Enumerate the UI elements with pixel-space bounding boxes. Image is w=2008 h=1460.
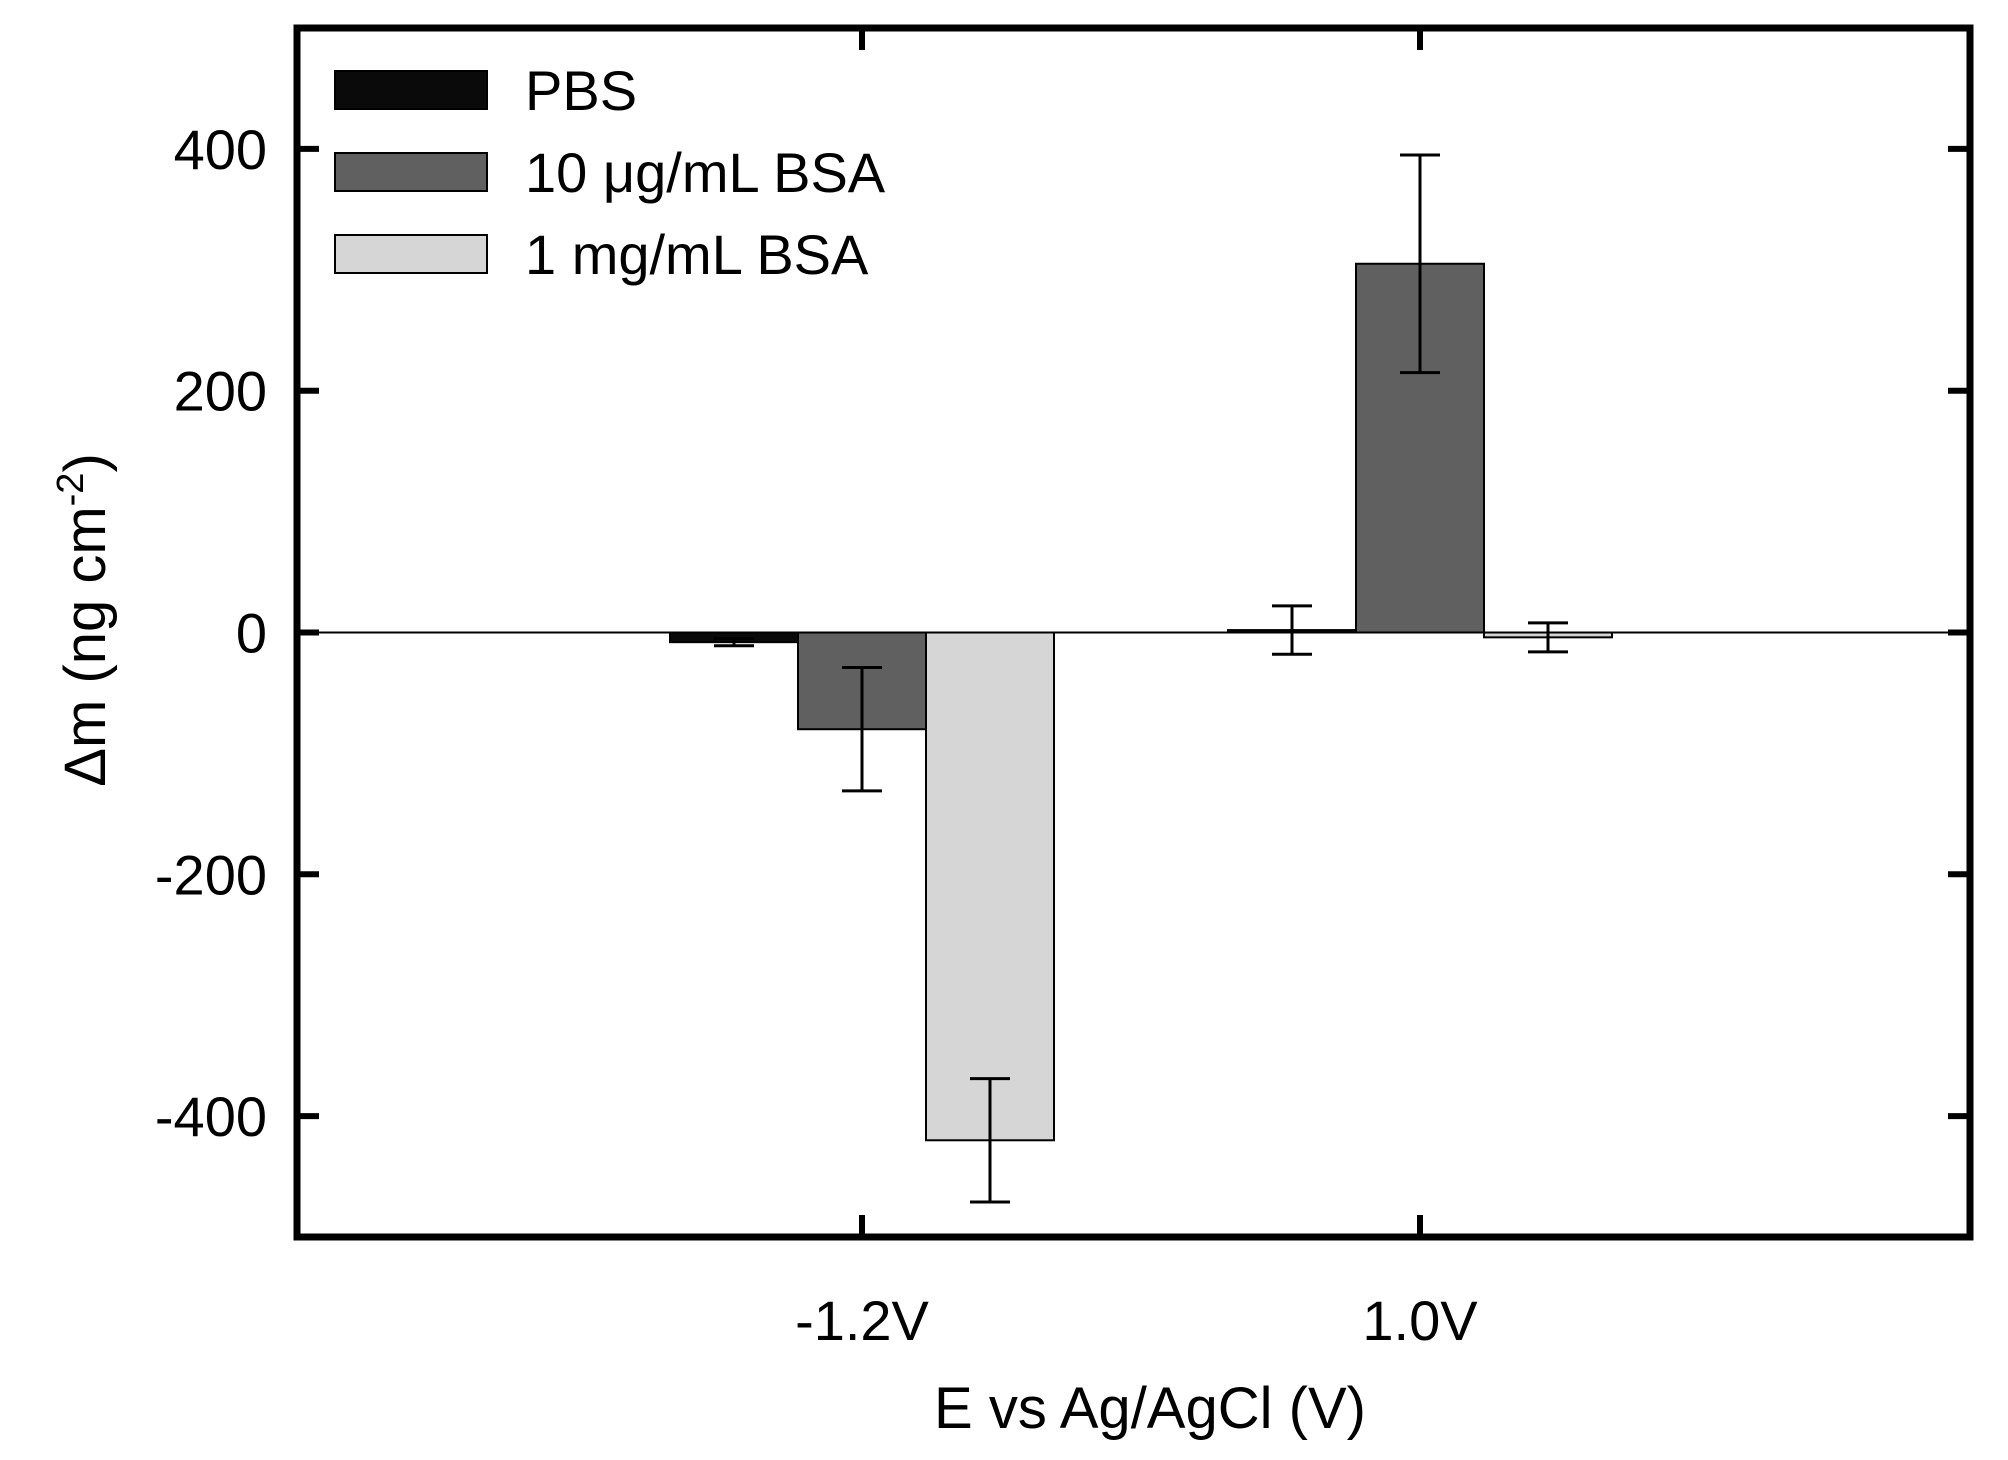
y-tick-label: 200 [174, 360, 267, 423]
bars-group [669, 262, 1613, 1142]
legend-swatch [334, 152, 488, 192]
legend-swatch [334, 70, 488, 110]
legend-label: PBS [525, 59, 637, 122]
y-axis-label-superscript: -2 [50, 473, 92, 507]
bar-0-2 [925, 631, 1055, 1142]
y-axis-label: Δm (ng cm-2) [50, 453, 118, 787]
x-axis-label: E vs Ag/AgCl (V) [934, 1376, 1366, 1441]
legend-label: 10 μg/mL BSA [525, 141, 886, 204]
y-tick-label: -200 [155, 843, 267, 906]
x-tick-label: 1.0V [1362, 1289, 1478, 1352]
y-tick-label: 0 [236, 602, 267, 665]
legend-swatch [334, 234, 488, 274]
y-axis-label-close: ) [53, 453, 118, 472]
x-tick-label: -1.2V [795, 1289, 929, 1352]
legend-label: 1 mg/mL BSA [525, 223, 869, 286]
axes-group: -400 -200 0 200 400 -1.2V 1.0V [155, 28, 1970, 1352]
y-axis-label-main: Δm (ng cm [53, 506, 118, 786]
error-bars-group [714, 153, 1568, 1204]
legend: PBS 10 μg/mL BSA 1 mg/mL BSA [334, 59, 886, 286]
y-tick-label: 400 [174, 118, 267, 181]
y-tick-label: -400 [155, 1085, 267, 1148]
